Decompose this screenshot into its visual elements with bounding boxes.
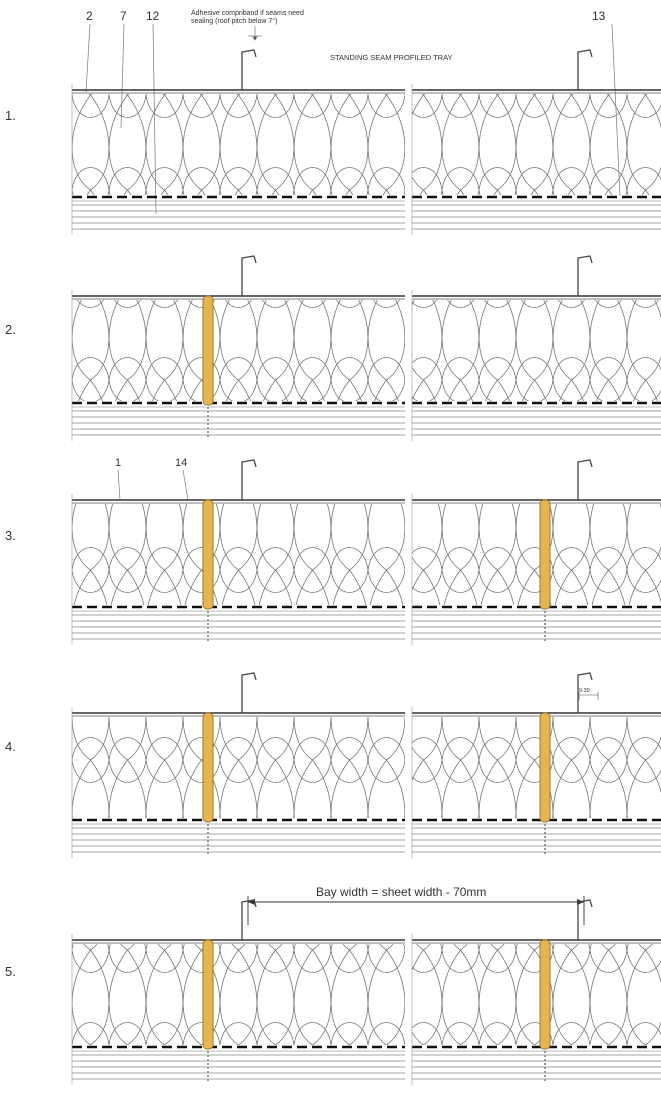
callout-1: 1 — [115, 457, 121, 469]
adhesive-note-line1: Adhesive compriband if seams need — [191, 10, 304, 17]
tray-label: STANDING SEAM PROFILED TRAY — [330, 53, 453, 62]
build-up-panel-1 — [71, 49, 661, 235]
seam-dimension: 9.39 — [579, 688, 590, 694]
bay-width-dimension: Bay width = sheet width - 70mm — [247, 885, 585, 925]
callout-14: 14 — [175, 457, 187, 469]
build-up-panel-4 — [71, 672, 661, 858]
callout-2: 2 — [86, 9, 93, 23]
adhesive-note-line2: sealing (roof pitch below 7°) — [191, 17, 277, 25]
fixing-bracket — [539, 499, 551, 610]
fixing-bracket — [202, 939, 214, 1050]
fixing-bracket — [202, 499, 214, 610]
fixing-bracket — [202, 295, 214, 406]
step-label-2: 2. — [5, 322, 16, 337]
seam-dimension-line — [578, 692, 599, 700]
step-label-1: 1. — [5, 108, 16, 123]
build-up-panel-5 — [71, 899, 661, 1085]
fixing-bracket — [539, 712, 551, 823]
build-up-panel-2 — [71, 255, 661, 441]
callout-13: 13 — [592, 9, 606, 23]
callout-12: 12 — [146, 9, 160, 23]
step-label-4: 4. — [5, 739, 16, 754]
build-up-panel-3 — [71, 459, 661, 645]
step-label-5: 5. — [5, 964, 16, 979]
callout-7: 7 — [120, 9, 127, 23]
fixing-bracket — [539, 939, 551, 1050]
step-label-3: 3. — [5, 528, 16, 543]
fixing-bracket — [202, 712, 214, 823]
step3-leaders — [117, 469, 189, 501]
bay-width-label: Bay width = sheet width - 70mm — [316, 885, 486, 899]
